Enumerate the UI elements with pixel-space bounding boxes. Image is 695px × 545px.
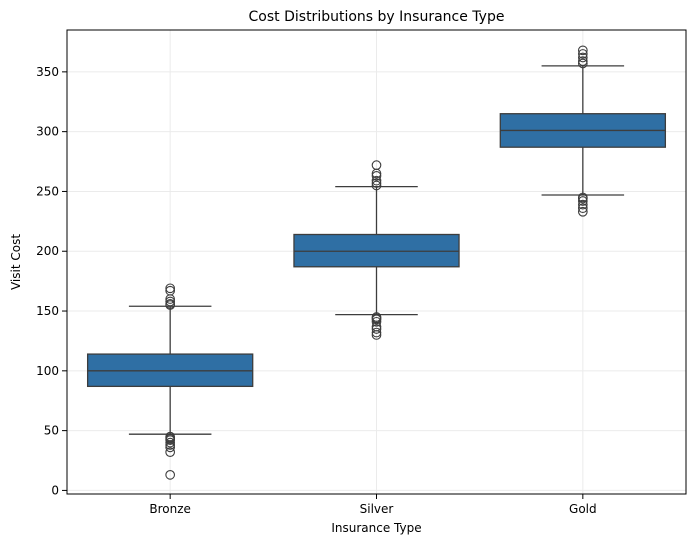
outlier-point [165,437,176,448]
box-bronze [86,283,254,480]
x-axis-ticks: Bronze Silver Gold [149,494,597,516]
outlier-point [371,180,382,191]
y-tick-label: 150 [36,304,59,318]
outlier-point [371,171,382,181]
x-tick-label: Gold [569,502,597,516]
y-axis-ticks: 0 50 100 150 200 250 300 350 [36,65,67,497]
outlier-point [371,175,382,186]
box-plot-series [86,45,667,480]
y-tick-label: 50 [44,424,59,438]
outlier-point [165,431,176,442]
y-axis-label: Visit Cost [9,234,23,290]
outlier-point [577,206,588,217]
outlier-point [165,283,176,294]
box-silver [293,160,460,340]
x-axis-label: Insurance Type [331,521,421,535]
y-tick-label: 100 [36,364,59,378]
outlier-point [165,285,176,296]
y-tick-label: 250 [36,184,59,198]
outlier-point [577,196,588,206]
outlier-point [371,312,382,322]
outlier-point [577,56,588,66]
outlier-point [371,324,382,334]
x-tick-label: Bronze [149,502,191,516]
chart-title: Cost Distributions by Insurance Type [249,9,505,25]
outlier-point [577,192,588,203]
outlier-point [371,316,382,327]
outlier-point [577,199,588,210]
outlier-point [165,447,176,457]
outlier-point [371,327,382,338]
outlier-point [577,52,588,63]
outlier-point [577,58,588,69]
outlier-point [577,49,588,59]
outlier-point [371,178,382,188]
box-gold [499,45,667,217]
outlier-point [165,296,176,307]
outlier-point [165,299,176,309]
y-tick-label: 200 [36,244,59,258]
outlier-point [577,45,588,56]
outlier-point [371,160,382,170]
y-tick-label: 0 [51,483,59,497]
y-tick-label: 300 [36,125,59,139]
outlier-point [577,203,588,214]
y-tick-label: 350 [36,65,59,79]
x-tick-label: Silver [360,502,394,516]
outlier-point [165,470,176,480]
